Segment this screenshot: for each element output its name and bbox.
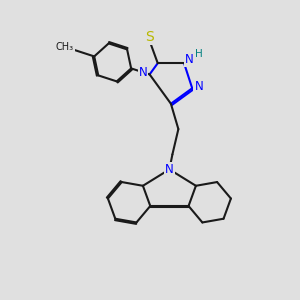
Text: N: N: [184, 53, 193, 66]
Text: N: N: [194, 80, 203, 93]
Text: H: H: [195, 49, 203, 59]
Text: S: S: [145, 30, 154, 44]
Text: N: N: [165, 163, 174, 176]
Text: N: N: [139, 66, 147, 80]
Text: CH₃: CH₃: [56, 42, 74, 52]
